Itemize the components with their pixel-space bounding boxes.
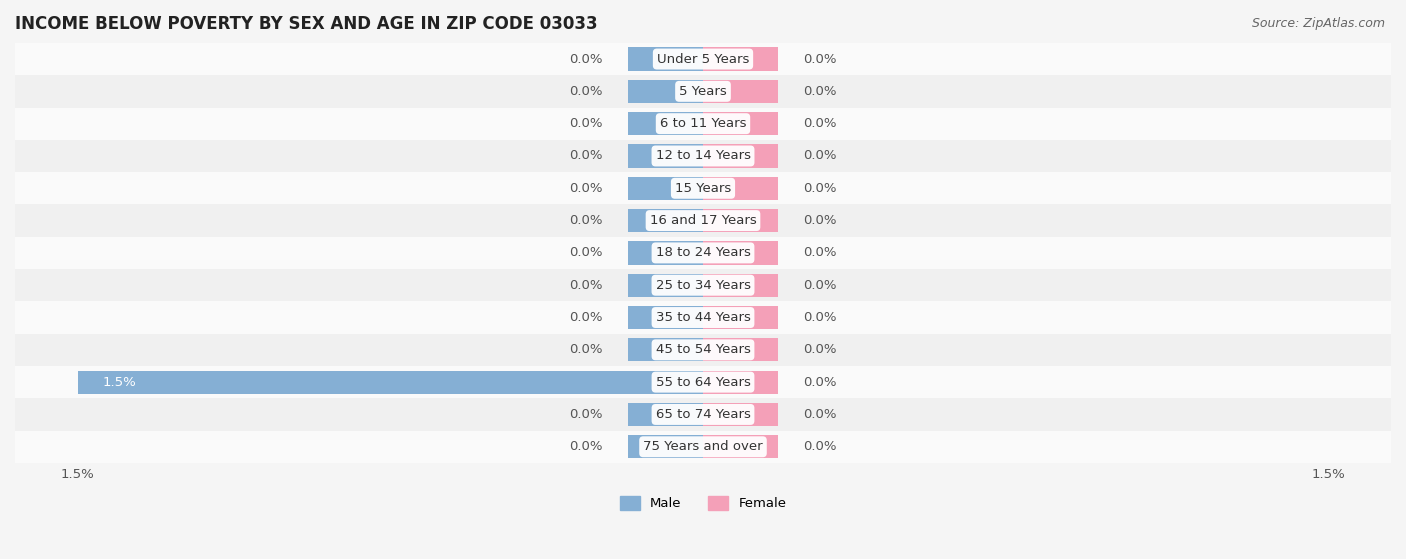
Bar xyxy=(703,48,778,70)
Text: 0.0%: 0.0% xyxy=(569,85,603,98)
Bar xyxy=(703,112,778,135)
Text: Under 5 Years: Under 5 Years xyxy=(657,53,749,65)
Bar xyxy=(15,205,1391,237)
Text: Source: ZipAtlas.com: Source: ZipAtlas.com xyxy=(1251,17,1385,30)
Bar xyxy=(15,366,1391,399)
Bar xyxy=(15,107,1391,140)
Bar xyxy=(628,273,703,297)
Legend: Male, Female: Male, Female xyxy=(614,491,792,516)
Text: 0.0%: 0.0% xyxy=(569,117,603,130)
Text: 0.0%: 0.0% xyxy=(803,214,837,227)
Bar xyxy=(628,241,703,264)
Text: 0.0%: 0.0% xyxy=(803,53,837,65)
Bar xyxy=(628,144,703,168)
Bar xyxy=(703,177,778,200)
Bar xyxy=(703,338,778,362)
Bar xyxy=(628,177,703,200)
Bar xyxy=(15,399,1391,430)
Text: 0.0%: 0.0% xyxy=(569,149,603,163)
Bar xyxy=(628,338,703,362)
Bar xyxy=(628,306,703,329)
Text: 0.0%: 0.0% xyxy=(803,311,837,324)
Bar xyxy=(703,241,778,264)
Bar xyxy=(77,371,703,394)
Bar xyxy=(15,301,1391,334)
Bar xyxy=(15,43,1391,75)
Text: 0.0%: 0.0% xyxy=(569,247,603,259)
Bar xyxy=(703,435,778,458)
Text: 75 Years and over: 75 Years and over xyxy=(643,440,763,453)
Text: 0.0%: 0.0% xyxy=(569,53,603,65)
Text: 25 to 34 Years: 25 to 34 Years xyxy=(655,279,751,292)
Bar xyxy=(628,403,703,426)
Text: 5 Years: 5 Years xyxy=(679,85,727,98)
Text: 0.0%: 0.0% xyxy=(569,279,603,292)
Bar xyxy=(628,80,703,103)
Text: 0.0%: 0.0% xyxy=(803,376,837,389)
Bar xyxy=(15,75,1391,107)
Bar xyxy=(628,209,703,232)
Text: 12 to 14 Years: 12 to 14 Years xyxy=(655,149,751,163)
Text: 0.0%: 0.0% xyxy=(803,182,837,195)
Text: 0.0%: 0.0% xyxy=(803,247,837,259)
Text: 35 to 44 Years: 35 to 44 Years xyxy=(655,311,751,324)
Text: INCOME BELOW POVERTY BY SEX AND AGE IN ZIP CODE 03033: INCOME BELOW POVERTY BY SEX AND AGE IN Z… xyxy=(15,15,598,33)
Bar xyxy=(628,48,703,70)
Text: 1.5%: 1.5% xyxy=(103,376,136,389)
Text: 18 to 24 Years: 18 to 24 Years xyxy=(655,247,751,259)
Text: 0.0%: 0.0% xyxy=(803,149,837,163)
Text: 1.5%: 1.5% xyxy=(60,468,94,481)
Text: 0.0%: 0.0% xyxy=(803,440,837,453)
Text: 16 and 17 Years: 16 and 17 Years xyxy=(650,214,756,227)
Text: 0.0%: 0.0% xyxy=(569,408,603,421)
Bar xyxy=(15,334,1391,366)
Text: 15 Years: 15 Years xyxy=(675,182,731,195)
Bar xyxy=(703,144,778,168)
Bar xyxy=(15,172,1391,205)
Bar xyxy=(703,273,778,297)
Text: 0.0%: 0.0% xyxy=(803,117,837,130)
Bar xyxy=(703,80,778,103)
Text: 55 to 64 Years: 55 to 64 Years xyxy=(655,376,751,389)
Text: 0.0%: 0.0% xyxy=(803,279,837,292)
Bar xyxy=(628,435,703,458)
Text: 0.0%: 0.0% xyxy=(569,311,603,324)
Bar xyxy=(15,140,1391,172)
Text: 6 to 11 Years: 6 to 11 Years xyxy=(659,117,747,130)
Bar xyxy=(703,209,778,232)
Bar xyxy=(15,269,1391,301)
Bar xyxy=(703,403,778,426)
Bar xyxy=(15,430,1391,463)
Text: 1.5%: 1.5% xyxy=(1312,468,1346,481)
Bar xyxy=(703,371,778,394)
Text: 45 to 54 Years: 45 to 54 Years xyxy=(655,343,751,356)
Text: 0.0%: 0.0% xyxy=(803,85,837,98)
Text: 0.0%: 0.0% xyxy=(803,343,837,356)
Bar xyxy=(15,237,1391,269)
Text: 0.0%: 0.0% xyxy=(569,440,603,453)
Bar xyxy=(703,306,778,329)
Text: 0.0%: 0.0% xyxy=(569,214,603,227)
Bar xyxy=(628,112,703,135)
Text: 0.0%: 0.0% xyxy=(803,408,837,421)
Text: 0.0%: 0.0% xyxy=(569,343,603,356)
Text: 0.0%: 0.0% xyxy=(569,182,603,195)
Text: 65 to 74 Years: 65 to 74 Years xyxy=(655,408,751,421)
